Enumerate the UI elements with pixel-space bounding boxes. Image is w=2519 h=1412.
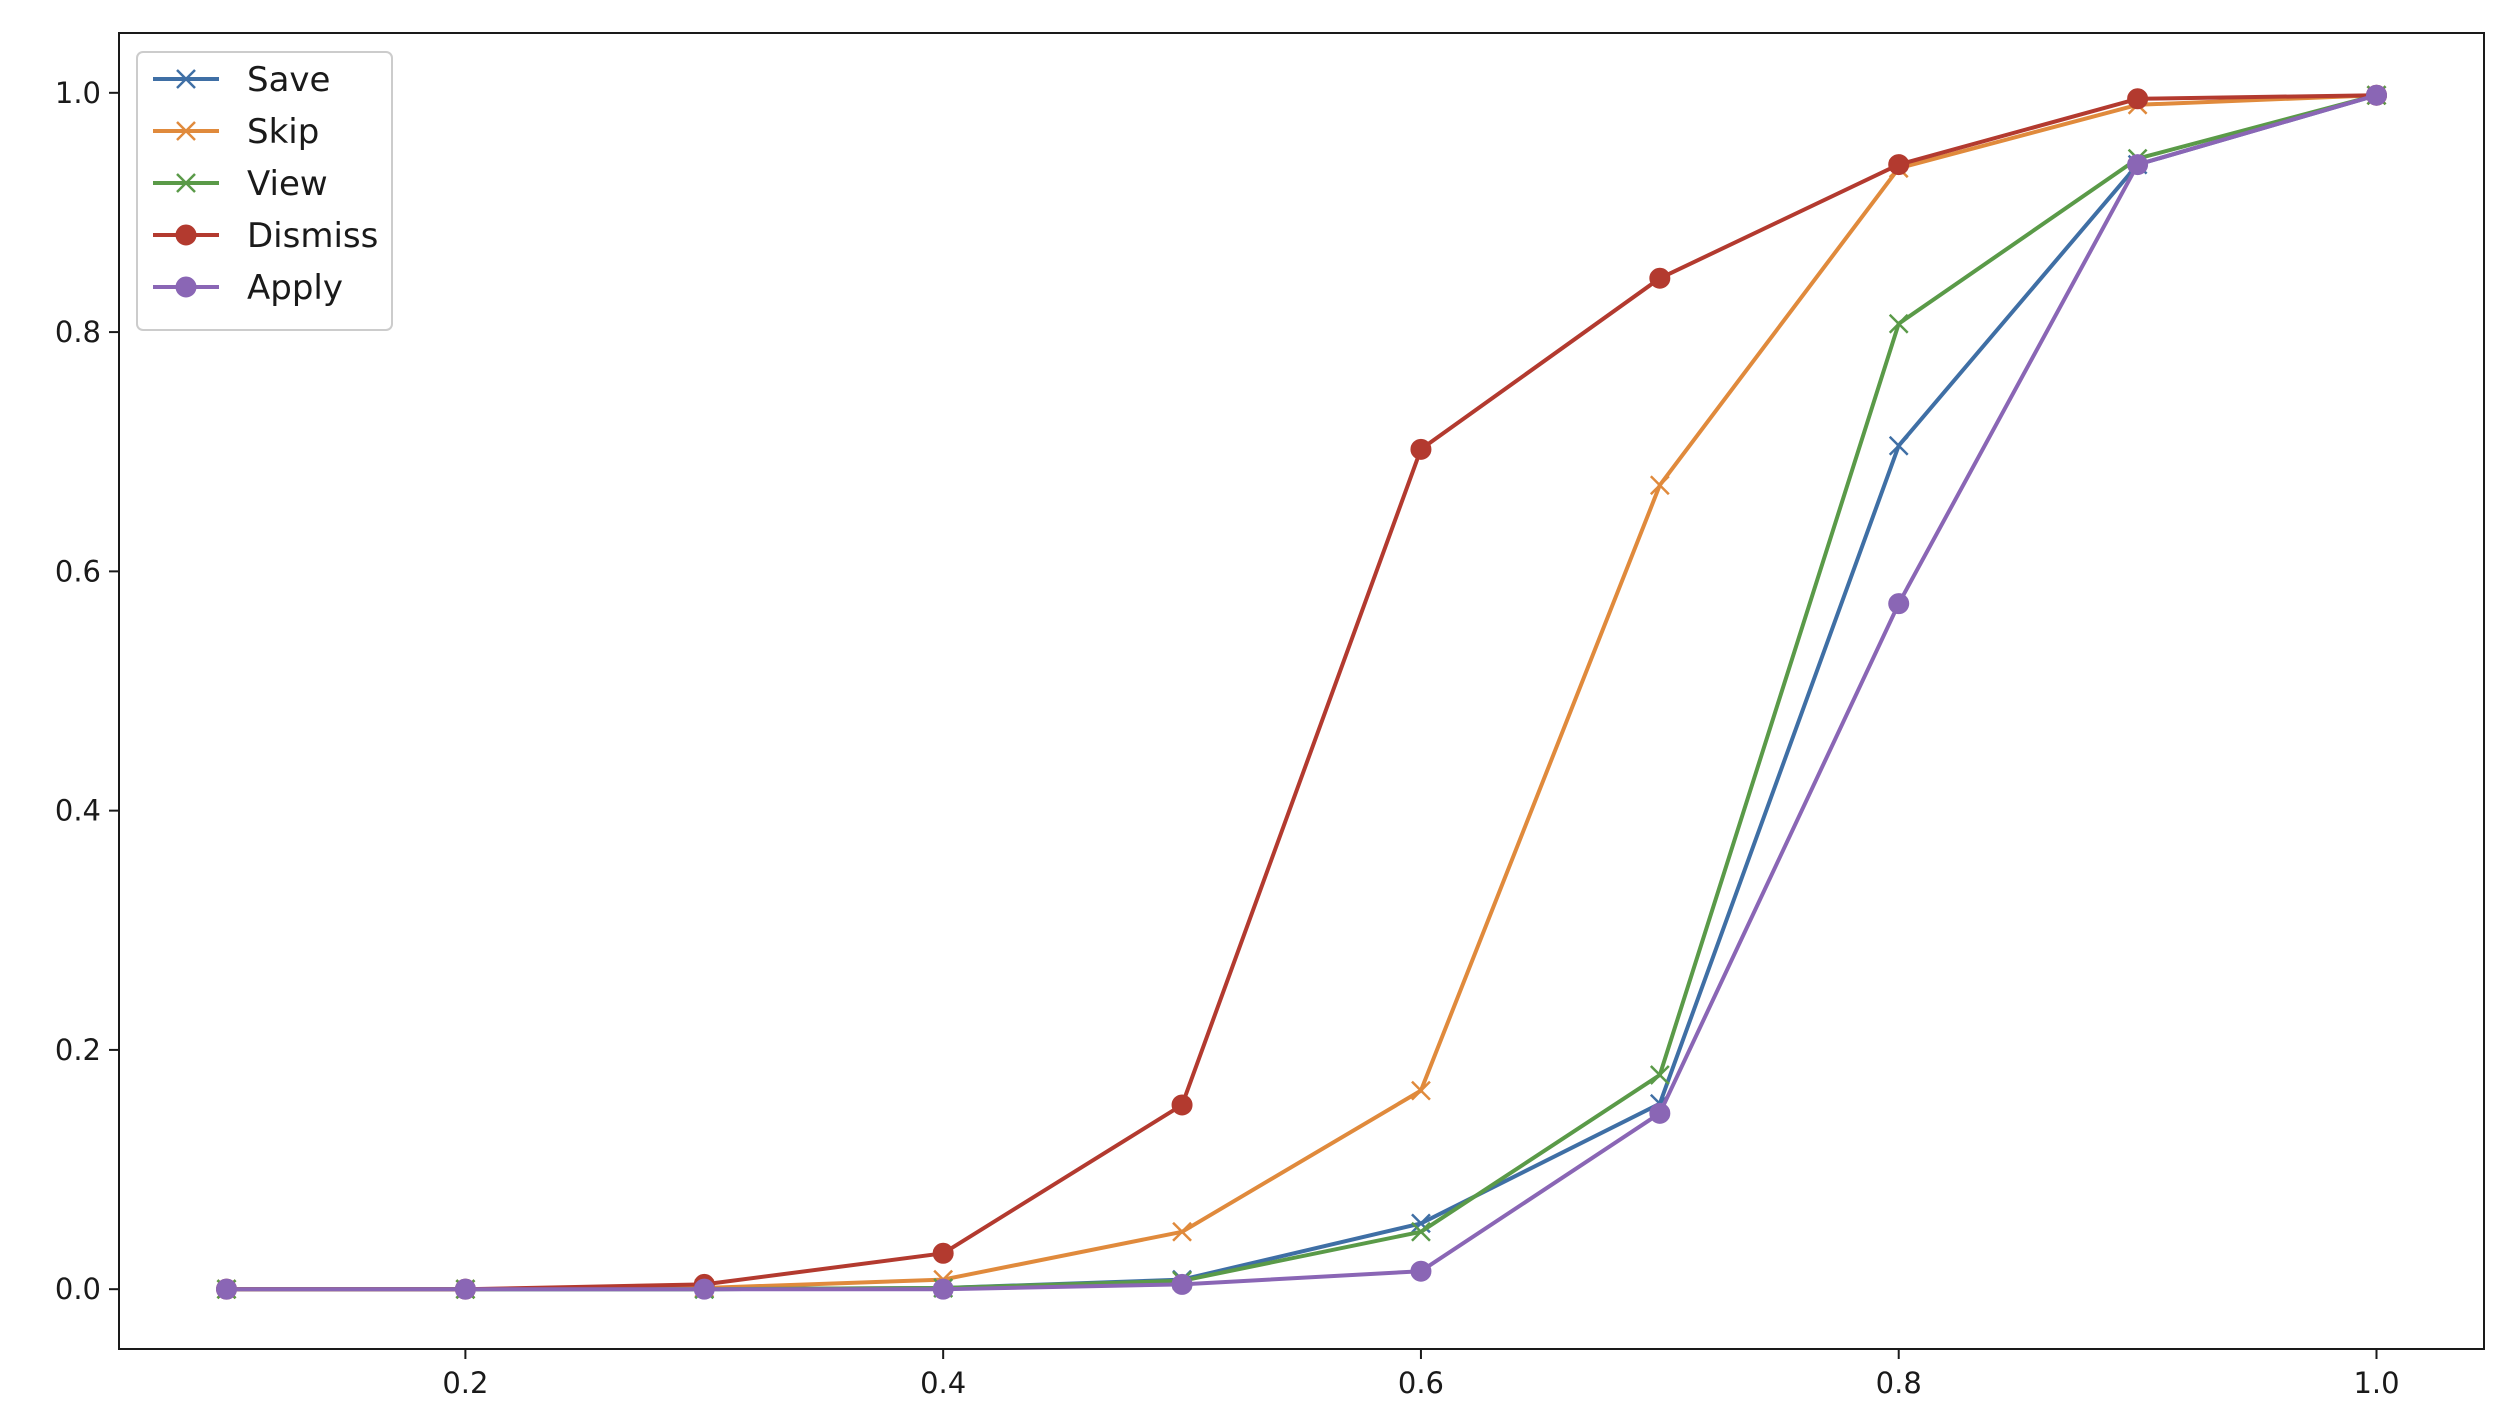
legend-item-dismiss: Dismiss	[153, 216, 378, 256]
x-marker-stroke	[1649, 1065, 1670, 1085]
data-point-dismiss	[1649, 267, 1671, 289]
data-point-apply	[932, 1278, 954, 1300]
x-marker-stroke	[176, 173, 196, 193]
data-point-apply	[693, 1278, 715, 1300]
data-point-dismiss	[932, 1242, 954, 1264]
plot-area-frame	[118, 32, 2485, 1350]
data-point-dismiss	[1410, 438, 1432, 460]
data-point-skip	[1172, 1221, 1192, 1242]
y-tick-label: 0.8	[55, 315, 101, 349]
x-marker-stroke	[1411, 1221, 1431, 1242]
data-point-apply	[1649, 1102, 1671, 1124]
x-marker-stroke	[1888, 313, 1909, 334]
legend-marker	[176, 121, 196, 141]
data-point-apply	[216, 1278, 237, 1300]
legend: Save Skip View Dismiss Apply	[136, 51, 393, 331]
legend-item-apply: Apply	[153, 268, 343, 308]
series-skip	[216, 85, 2387, 1300]
y-tick-label: 0.6	[55, 554, 101, 588]
x-tick-label: 0.2	[442, 1366, 488, 1400]
legend-marker	[175, 276, 197, 298]
legend-item-skip: Skip	[153, 112, 319, 152]
x-tick-label: 0.8	[1876, 1366, 1922, 1400]
data-point-save	[1888, 435, 1909, 456]
legend-item-save: Save	[153, 60, 330, 100]
y-axis: 0.0 0.2 0.4 0.6 0.8 1.0	[55, 76, 119, 1306]
y-tick-label: 0.4	[55, 794, 101, 828]
series-line-save	[226, 93, 2378, 1292]
legend-marker	[175, 224, 197, 246]
data-point-view	[1888, 313, 1909, 334]
legend-label: Dismiss	[247, 216, 378, 256]
data-point-apply	[2127, 154, 2149, 176]
data-point-skip	[1649, 475, 1670, 496]
x-axis: 0.2 0.4 0.6 0.8 1.0	[442, 1349, 2400, 1400]
series-apply	[216, 84, 2387, 1300]
data-point-apply	[1171, 1273, 1193, 1295]
data-point-dismiss	[1888, 154, 1910, 176]
series-line-apply	[226, 93, 2378, 1292]
legend-label: View	[247, 164, 328, 204]
series-view	[216, 85, 2387, 1300]
y-tick-label: 1.0	[55, 76, 101, 110]
data-point-skip	[1411, 1080, 1431, 1101]
data-point-apply	[454, 1278, 476, 1300]
series-line-dismiss	[226, 93, 2377, 1292]
legend-label: Skip	[247, 112, 319, 152]
data-point-view	[1411, 1221, 1431, 1242]
x-tick-label: 0.6	[1398, 1366, 1444, 1400]
data-point-view	[1649, 1065, 1670, 1085]
legend-marker	[176, 69, 196, 89]
series-dismiss	[216, 84, 2387, 1300]
y-tick-label: 0.0	[55, 1272, 101, 1306]
legend-item-view: View	[153, 164, 328, 204]
series-line-view	[226, 93, 2378, 1292]
data-point-dismiss	[1171, 1094, 1193, 1116]
x-marker-stroke	[176, 121, 196, 141]
y-tick-label: 0.2	[55, 1033, 101, 1067]
data-point-apply	[1888, 593, 1910, 615]
x-tick-label: 1.0	[2353, 1366, 2399, 1400]
legend-marker	[176, 173, 196, 193]
data-point-dismiss	[2127, 88, 2149, 110]
series-save	[216, 85, 2387, 1300]
legend-box	[136, 51, 393, 331]
data-point-apply	[2366, 84, 2387, 106]
x-marker-stroke	[1649, 475, 1670, 496]
series-line-skip	[226, 93, 2377, 1292]
x-marker-stroke	[176, 69, 196, 89]
x-tick-label: 0.4	[920, 1366, 966, 1400]
x-marker-stroke	[1888, 435, 1909, 456]
x-marker-stroke	[1411, 1213, 1431, 1234]
legend-label: Save	[247, 60, 330, 100]
x-marker-stroke	[1172, 1221, 1192, 1242]
data-point-apply	[1410, 1260, 1432, 1282]
legend-label: Apply	[247, 268, 343, 308]
x-marker-stroke	[1411, 1080, 1431, 1101]
series-layer	[216, 84, 2387, 1300]
